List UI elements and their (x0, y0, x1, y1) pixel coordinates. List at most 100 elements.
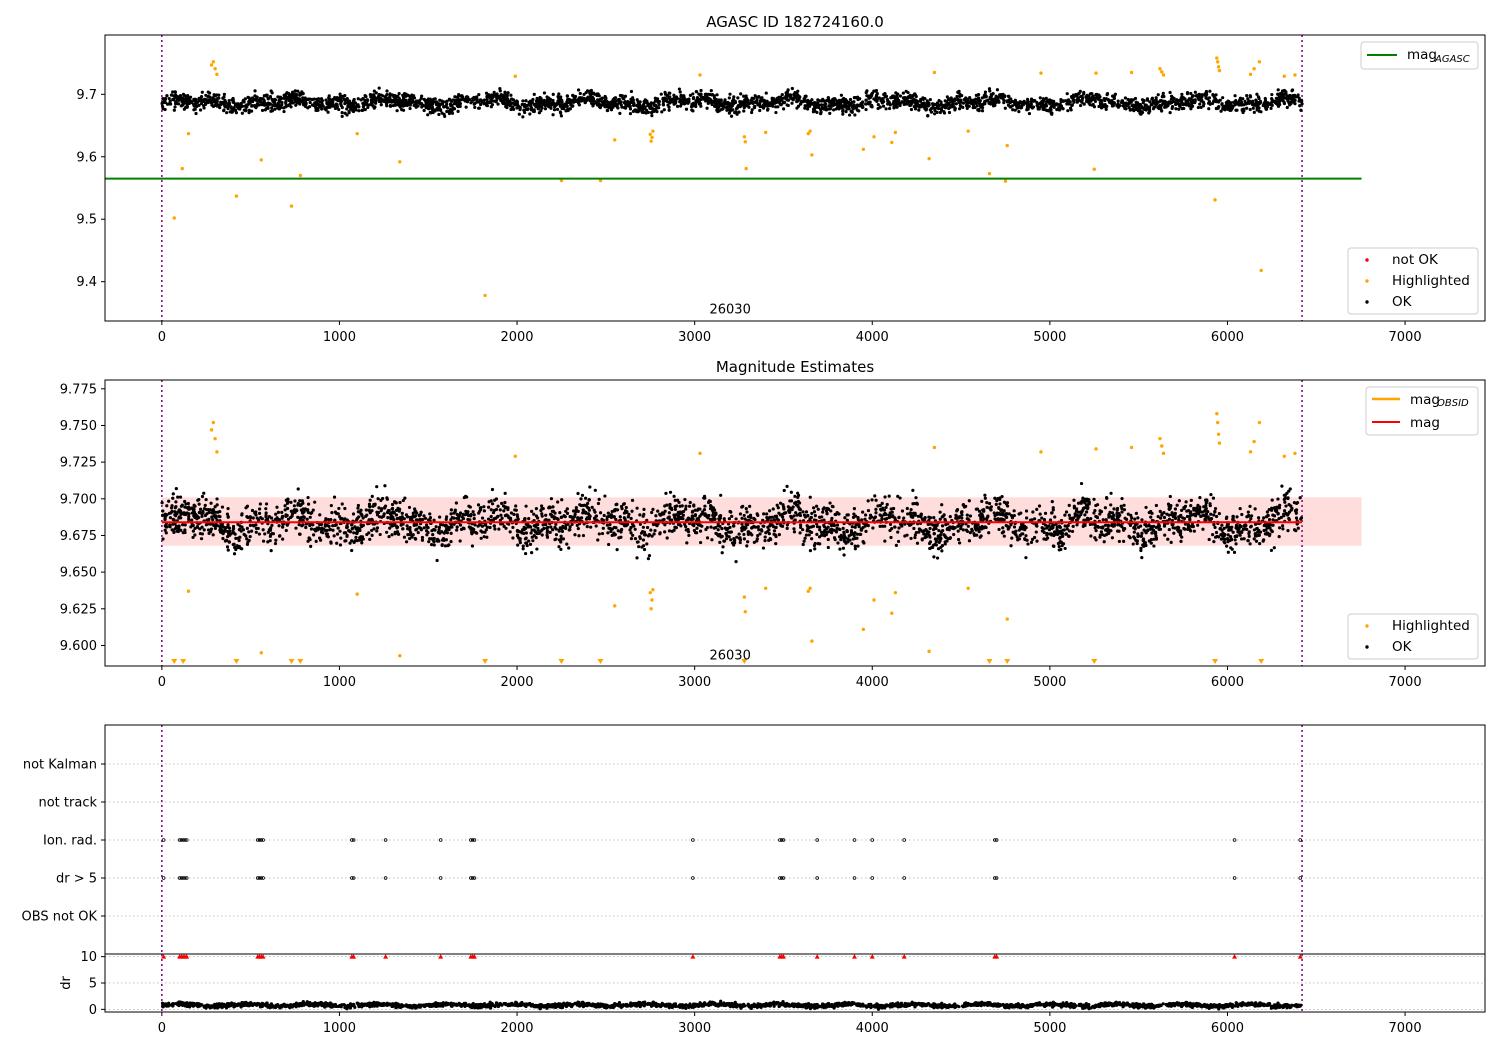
ok-point (1270, 97, 1274, 101)
ok-point (810, 537, 814, 541)
ok-point (993, 103, 997, 108)
ok-point (1094, 92, 1098, 97)
ok-point (691, 96, 696, 101)
ok-point (511, 107, 516, 111)
ok-point (807, 101, 811, 105)
ok-point (764, 91, 768, 95)
ok-point (887, 106, 892, 111)
ok-point (573, 94, 578, 99)
ok-point (793, 91, 797, 95)
ok-point (402, 535, 407, 539)
ok-point (524, 99, 528, 103)
ok-point (578, 91, 582, 96)
ok-point (596, 101, 600, 106)
ok-point (638, 100, 642, 104)
ok-point (756, 533, 760, 538)
ok-point (1199, 99, 1203, 103)
ok-point (240, 513, 244, 517)
ok-point (965, 106, 969, 111)
ok-point (1050, 511, 1054, 515)
ok-point (295, 93, 299, 97)
ok-point (1299, 98, 1304, 102)
ok-point (600, 531, 605, 536)
ok-point (881, 104, 886, 108)
ok-point (208, 99, 212, 103)
ok-point (458, 539, 462, 543)
ok-point (497, 527, 501, 531)
ok-point (638, 513, 642, 517)
ok-point (919, 97, 923, 102)
ok-point (663, 530, 667, 534)
ok-point (1124, 107, 1128, 111)
ok-point (237, 103, 242, 107)
highlighted-point (650, 135, 654, 140)
ok-point (179, 104, 183, 108)
ok-point (880, 98, 884, 102)
ok-point (1238, 507, 1242, 511)
ok-point (1102, 533, 1107, 538)
ok-point (276, 102, 280, 106)
ok-point (629, 89, 634, 94)
ok-point (761, 524, 765, 528)
ok-point (753, 518, 757, 522)
ok-point (1185, 92, 1190, 96)
chart-title-agasc: AGASC ID 182724160.0 (706, 13, 884, 31)
ok-point (473, 101, 477, 105)
ok-point (1208, 89, 1212, 93)
highlighted-point (398, 160, 402, 164)
highlighted-point (927, 156, 931, 161)
ok-point (1284, 90, 1288, 94)
ok-point (429, 111, 433, 115)
ok-point (540, 106, 544, 110)
ok-point (1154, 96, 1158, 100)
ok-point (994, 502, 998, 506)
ok-point (1090, 92, 1094, 96)
ok-point (255, 95, 259, 99)
ok-point (203, 503, 207, 508)
ok-point (514, 504, 518, 508)
highlighted-point (298, 173, 303, 178)
ok-point (438, 107, 442, 112)
ok-point (496, 504, 500, 508)
ok-point (656, 100, 660, 104)
ok-point (215, 503, 219, 507)
ok-point (675, 104, 680, 108)
ok-point (565, 94, 569, 98)
ok-point (330, 510, 334, 515)
ok-point (1296, 94, 1300, 99)
ok-point (1286, 99, 1290, 103)
ok-point (1140, 518, 1144, 522)
ok-point (765, 512, 769, 516)
ok-point (1236, 101, 1240, 106)
ok-point (1212, 513, 1216, 517)
ok-point (766, 107, 770, 111)
ok-point (980, 96, 984, 100)
ok-point (1213, 525, 1217, 530)
ok-point (845, 529, 849, 533)
ok-point (344, 539, 348, 543)
ok-point (173, 95, 177, 100)
ok-point (785, 94, 789, 99)
ok-point (1170, 106, 1174, 110)
ok-point (178, 495, 183, 499)
ok-point (954, 102, 958, 106)
highlighted-point (209, 63, 214, 67)
ok-point (898, 103, 902, 108)
ok-point (895, 97, 899, 101)
ok-point (1035, 507, 1039, 511)
ok-point (830, 99, 834, 104)
ok-point (327, 97, 331, 101)
ok-point (1045, 108, 1049, 113)
ok-point (828, 501, 832, 505)
ok-point (1255, 92, 1259, 96)
ok-point (448, 102, 453, 106)
ok-point (198, 108, 203, 112)
ok-point (284, 528, 288, 533)
ok-point (1116, 102, 1120, 106)
ok-point (816, 98, 820, 102)
ok-point (377, 86, 381, 90)
ok-point (782, 507, 786, 511)
ok-point (532, 92, 536, 96)
ok-point (248, 99, 252, 103)
ok-point (979, 534, 983, 538)
